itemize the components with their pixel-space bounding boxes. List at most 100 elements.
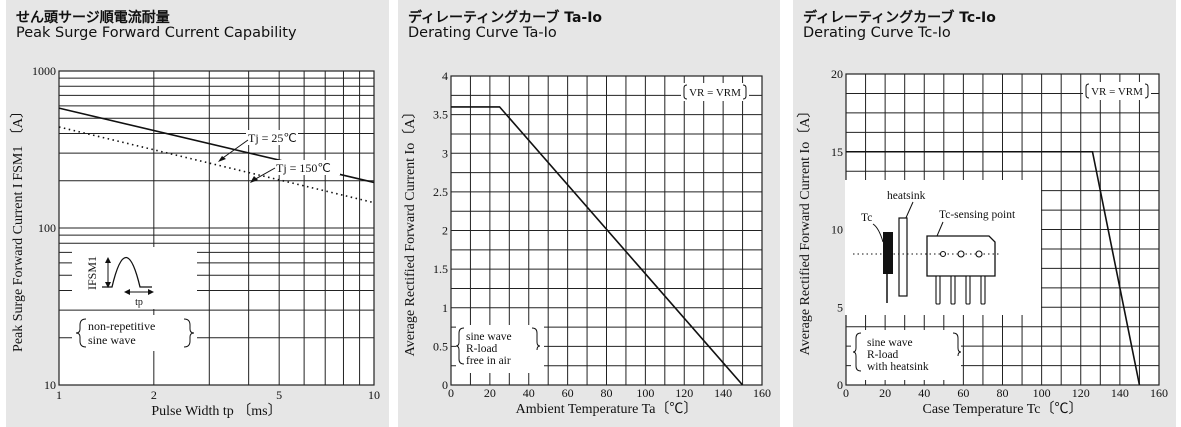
x-tick-label: 100 <box>1033 386 1051 400</box>
arrow-head <box>124 289 130 295</box>
x-axis-title: Case Temperature Tc〔℃〕 <box>922 401 1082 417</box>
note-line: R-load <box>466 343 498 355</box>
leader-line <box>219 139 249 161</box>
leader-line <box>904 201 914 221</box>
x-tick-label: 120 <box>675 386 693 400</box>
x-tick-label: 140 <box>1111 386 1129 400</box>
note-line: sine wave <box>466 331 512 343</box>
ifsm-label: IFSM1 <box>85 256 99 290</box>
bracket-left <box>455 327 465 365</box>
pin-icon <box>935 275 941 305</box>
x-tick-label: 20 <box>879 386 891 400</box>
heatsink-plate-icon <box>898 217 908 297</box>
bracket-left <box>852 332 862 372</box>
x-tick-label: 160 <box>753 386 771 400</box>
x-tick-label: 80 <box>997 386 1009 400</box>
x-axis-title: Ambient Temperature Ta〔℃〕 <box>516 401 698 417</box>
x-tick-label: 60 <box>957 386 969 400</box>
leader-arrow <box>218 156 226 162</box>
x-tick-label: 2 <box>151 388 157 402</box>
pin-icon <box>965 275 971 305</box>
panel-title-jp: ディレーティングカーブ Ta-Io <box>408 10 603 26</box>
panel-header: せん頭サージ順電流耐量 Peak Surge Forward Current C… <box>6 0 389 56</box>
x-tick-label: 1 <box>56 388 62 402</box>
label-background <box>274 160 340 175</box>
x-tick-label: 60 <box>562 386 574 400</box>
panel-title-jp: せん頭サージ順電流耐量 <box>16 10 170 26</box>
note-line: free in air <box>466 355 511 367</box>
y-tick-label: 5 <box>837 300 843 314</box>
mount-hole-icon <box>975 250 983 258</box>
pin-icon <box>980 275 986 305</box>
series-label-tj25: Tj = 25℃ <box>248 131 297 145</box>
y-tick-label: 1 <box>442 301 448 315</box>
x-tick-label: 120 <box>1072 386 1090 400</box>
derating-curve <box>846 150 1141 386</box>
x-axis-title: Pulse Width tp 〔ms〕 <box>151 403 281 419</box>
vr-label: VR = VRM <box>1091 86 1143 98</box>
heatsink-label: heatsink <box>887 190 926 202</box>
leader-line <box>872 223 884 243</box>
device-body-icon <box>883 232 893 274</box>
mount-hole-icon <box>939 250 947 258</box>
y-axis-title: Average Rectified Forward Current Io〔A〕 <box>402 105 418 357</box>
chart-surge: 1 2 5 10 10 100 1000 Pulse Width tp 〔ms〕 Peak Su… <box>10 64 380 419</box>
y-tick-label: 10 <box>831 223 843 237</box>
x-tick-label: 10 <box>368 388 380 402</box>
y-tick-label: 3 <box>442 146 448 160</box>
pin-icon <box>950 275 956 305</box>
x-tick-label: 100 <box>636 386 654 400</box>
tp-label: tp <box>135 297 143 308</box>
panel-title-en: Peak Surge Forward Current Capability <box>16 25 297 41</box>
y-tick-label: 15 <box>831 145 843 159</box>
x-tick-label: 20 <box>484 386 496 400</box>
mount-hole-icon <box>957 250 965 258</box>
bracket-right <box>531 327 541 351</box>
label-background <box>246 130 298 145</box>
bracket-right <box>742 84 747 100</box>
y-tick-label: 20 <box>831 67 843 81</box>
note-box <box>456 325 544 373</box>
bracket-left <box>1085 83 1090 99</box>
sine-pulse-icon <box>102 256 152 288</box>
y-axis-title: Peak Surge Forward Current I FSM1 〔A〕 <box>10 104 26 352</box>
x-tick-label: 5 <box>276 388 282 402</box>
y-tick-label: 3.5 <box>433 108 448 122</box>
y-tick-label: 2.5 <box>433 185 448 199</box>
y-tick-label: 1000 <box>32 64 56 78</box>
panel-header: ディレーティングカーブ Tc-Io Derating Curve Tc-Io <box>793 0 1176 56</box>
x-tick-label: 80 <box>601 386 613 400</box>
panel-title-jp: ディレーティングカーブ Tc-Io <box>803 10 996 26</box>
y-tick-label: 0 <box>442 378 448 392</box>
vr-label: VR = VRM <box>689 87 741 99</box>
y-axis-title: Average Rectified Forward Current Io〔A〕 <box>797 104 813 356</box>
y-tick-label: 100 <box>38 221 56 235</box>
arrow-head <box>148 289 154 295</box>
x-tick-label: 140 <box>714 386 732 400</box>
note-line: sine wave <box>867 337 913 349</box>
note-line: R-load <box>867 349 899 361</box>
arrow-head <box>105 257 111 263</box>
note-box <box>851 330 961 380</box>
note-line: non-repetitive <box>88 319 155 333</box>
bracket-left <box>75 318 87 348</box>
leader-arrow <box>250 176 258 183</box>
vr-label-box <box>1083 82 1151 100</box>
y-tick-label: 0 <box>837 378 843 392</box>
panel-derating-ta: ディレーティングカーブ Ta-Io Derating Curve Ta-Io 0… <box>398 0 780 427</box>
tc-point-label: Tc-sensing point <box>939 209 1016 221</box>
bracket-right <box>1144 83 1149 99</box>
derating-curve <box>451 106 744 386</box>
chart-derating-ta: 0 20 40 60 80 100 120 140 160 0 0.5 1 1.5 2 2.5 3 3.5 4 Am… <box>402 69 771 417</box>
y-tick-label: 1.5 <box>433 262 448 276</box>
leader-line <box>936 221 944 237</box>
x-tick-label: 0 <box>448 386 454 400</box>
note-line: with heatsink <box>867 361 929 373</box>
bracket-right <box>183 318 195 348</box>
tc-label: Tc <box>861 212 872 224</box>
y-tick-label: 10 <box>44 378 56 392</box>
bracket-left <box>683 84 688 100</box>
waveform-inset <box>72 247 197 309</box>
x-tick-label: 0 <box>843 386 849 400</box>
